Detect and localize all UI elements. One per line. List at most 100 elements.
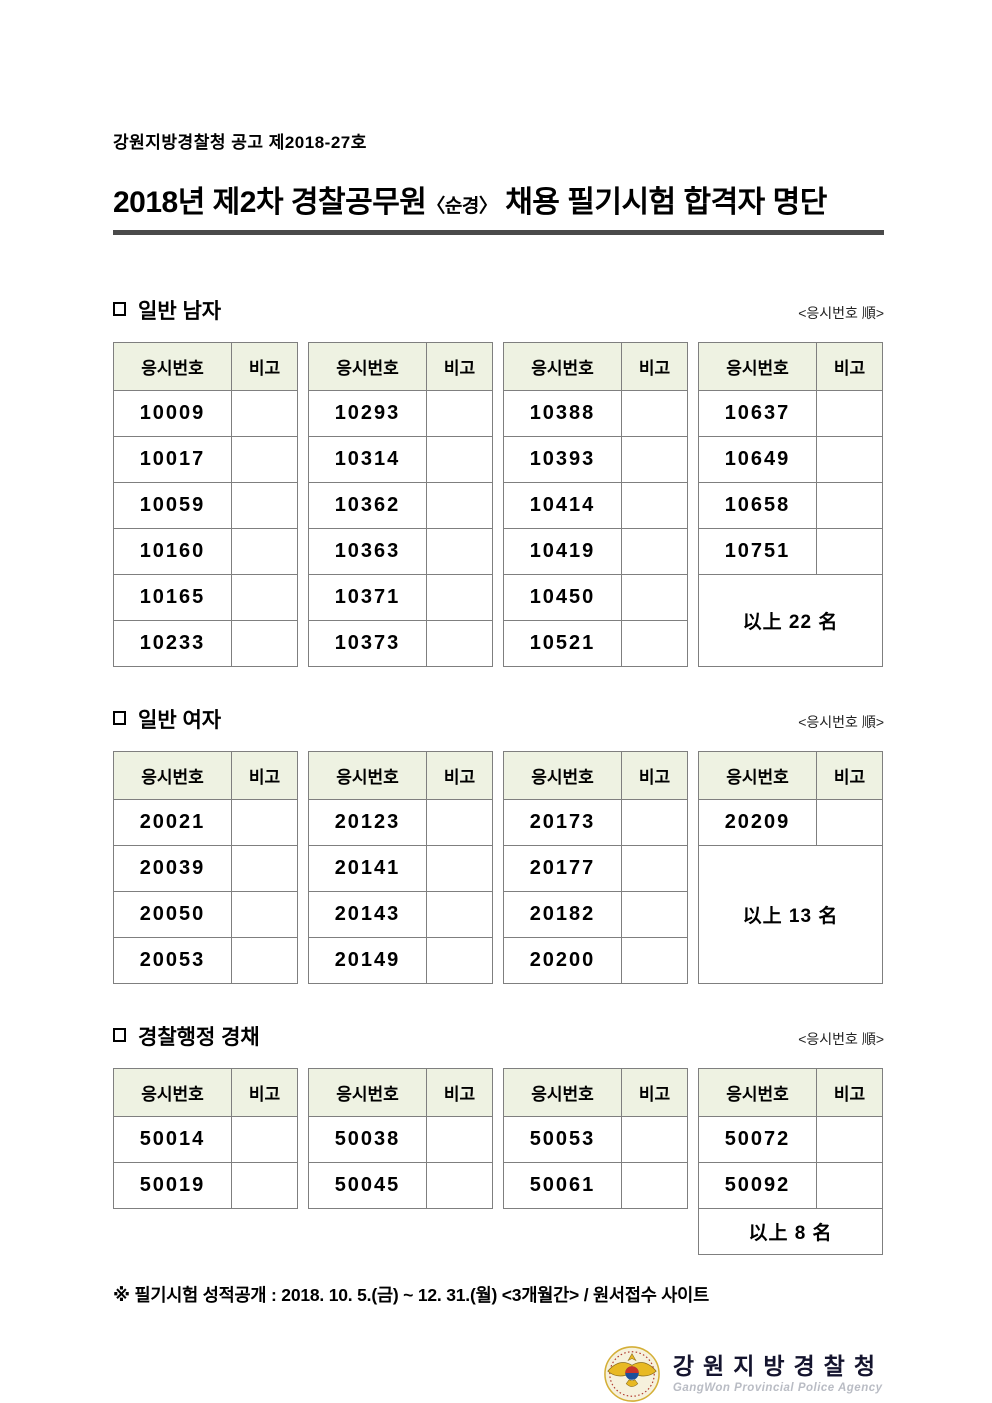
exam-number-cell: 10293 [308,390,427,437]
exam-number-cell: 10388 [503,390,622,437]
exam-number-cell: 10009 [113,390,232,437]
table-row: 10637 [698,390,883,437]
order-note: <응시번호 順> [798,305,884,321]
table-header-row: 응시번호 비고 [308,342,493,391]
exam-number-cell: 20149 [308,937,427,984]
column-header-note: 비고 [621,751,688,800]
table-row: 20021 [113,799,298,846]
section-header: 경찰행정 경채 <응시번호 順> [113,1021,884,1051]
note-cell [231,845,298,892]
exam-number-cell: 20143 [308,891,427,938]
note-cell [426,482,493,529]
column-header-exam-no: 응시번호 [113,1068,232,1117]
column-header-note: 비고 [816,342,883,391]
agency-logo: 강원지방경찰청 GangWon Provincial Police Agency [113,1345,884,1403]
table-row: 10009 [113,390,298,437]
exam-number-cell: 10362 [308,482,427,529]
column-header-exam-no: 응시번호 [698,342,817,391]
notice-number: 강원지방경찰청 공고 제2018-27호 [113,133,367,152]
score-disclosure-note: ※ 필기시험 성적공개 : 2018. 10. 5.(금) ~ 12. 31.(… [113,1285,709,1305]
note-cell [816,1162,883,1209]
exam-number-cell: 10160 [113,528,232,575]
exam-number-cell: 20021 [113,799,232,846]
exam-number-cell: 10450 [503,574,622,621]
pass-list-table-3: 응시번호 비고 10388 10393 10414 10419 10450 10521 [503,342,688,667]
table-row: 50053 [503,1116,688,1163]
section-title: 일반 여자 [113,704,221,734]
exam-number-cell: 20053 [113,937,232,984]
exam-number-cell: 20039 [113,845,232,892]
page-title: 2018년 제2차 경찰공무원〈순경〉 채용 필기시험 합격자 명단 [113,177,884,221]
square-bullet-icon [113,711,126,725]
section-title: 일반 남자 [113,295,221,325]
exam-number-cell: 20182 [503,891,622,938]
exam-number-cell: 10521 [503,620,622,667]
column-header-note: 비고 [231,342,298,391]
title-rank: 〈순경〉 [426,196,498,217]
note-cell [426,436,493,483]
column-header-exam-no: 응시번호 [698,1068,817,1117]
exam-number-cell: 50014 [113,1116,232,1163]
square-bullet-icon [113,302,126,316]
table-row: 10658 [698,482,883,529]
table-row: 20182 [503,891,688,938]
note-cell [426,390,493,437]
column-header-note: 비고 [816,1068,883,1117]
pass-list-table-4: 응시번호 비고 50072 50092 以上 8 名 [698,1068,883,1255]
table-row: 10393 [503,436,688,483]
note-cell [426,937,493,984]
table-row: 20173 [503,799,688,846]
note-cell [816,390,883,437]
section-label: 일반 남자 [138,300,222,323]
table-row: 20177 [503,845,688,892]
exam-number-cell: 20209 [698,799,817,846]
column-header-exam-no: 응시번호 [113,751,232,800]
exam-number-cell: 10059 [113,482,232,529]
square-bullet-icon [113,1028,126,1042]
column-header-note: 비고 [426,751,493,800]
column-header-exam-no: 응시번호 [503,342,622,391]
tables-row: 응시번호 비고 50014 50019 응시번호 비고 50038 50045 응시번호 비고 50… [113,1068,884,1255]
note-cell [816,799,883,846]
table-row: 10521 [503,620,688,667]
exam-number-cell: 10017 [113,436,232,483]
table-row: 10373 [308,620,493,667]
note-cell [231,799,298,846]
summary-row: 以上 22 名 [698,574,883,667]
note-cell [231,482,298,529]
note-cell [621,390,688,437]
table-row: 20123 [308,799,493,846]
column-header-exam-no: 응시번호 [113,342,232,391]
column-header-exam-no: 응시번호 [698,751,817,800]
note-cell [231,436,298,483]
table-row: 10160 [113,528,298,575]
note-cell [621,937,688,984]
exam-number-cell: 10363 [308,528,427,575]
exam-number-cell: 20200 [503,937,622,984]
pass-list-table-4: 응시번호 비고 20209 以上 13 名 [698,751,883,984]
note-cell [816,1116,883,1163]
summary-cell: 以上 13 名 [698,845,883,984]
note-cell [231,1162,298,1209]
exam-number-cell: 50072 [698,1116,817,1163]
pass-list-table-4: 응시번호 비고 10637 10649 10658 10751 以上 22 名 [698,342,883,667]
column-header-note: 비고 [621,1068,688,1117]
exam-number-cell: 50019 [113,1162,232,1209]
table-header-row: 응시번호 비고 [113,342,298,391]
table-row: 10293 [308,390,493,437]
table-header-row: 응시번호 비고 [503,1068,688,1117]
note-cell [621,1116,688,1163]
note-cell [621,620,688,667]
pass-list-table-2: 응시번호 비고 20123 20141 20143 20149 [308,751,493,984]
table-row: 20149 [308,937,493,984]
column-header-note: 비고 [621,342,688,391]
table-row: 10388 [503,390,688,437]
section-1: 일반 남자 <응시번호 順> 응시번호 비고 10009 10017 10059 10160 1… [113,295,884,667]
pass-list-table-1: 응시번호 비고 20021 20039 20050 20053 [113,751,298,984]
table-row: 10165 [113,574,298,621]
exam-number-cell: 10419 [503,528,622,575]
note-cell [426,1162,493,1209]
exam-number-cell: 10314 [308,436,427,483]
pass-list-table-2: 응시번호 비고 50038 50045 [308,1068,493,1209]
table-row: 10419 [503,528,688,575]
